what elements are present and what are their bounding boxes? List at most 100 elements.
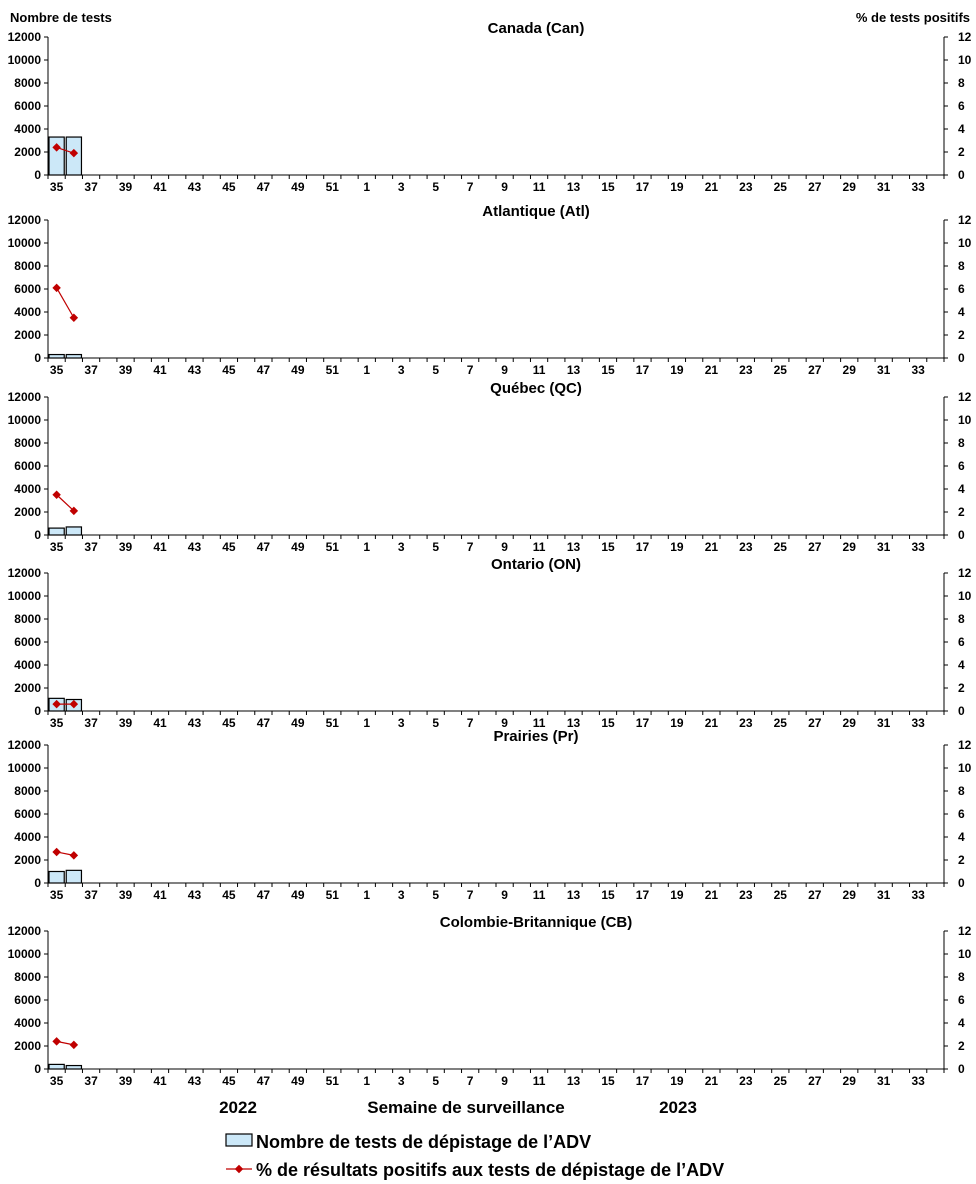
x-tick-label: 15 — [601, 180, 615, 194]
y-left-tick-label: 2000 — [14, 145, 41, 159]
y-left-tick-label: 12000 — [8, 30, 42, 44]
x-tick-label: 33 — [911, 180, 925, 194]
x-tick-label: 3 — [398, 716, 405, 730]
x-tick-label: 31 — [877, 1074, 891, 1088]
pct-positive-point — [52, 143, 61, 152]
y-right-tick-label: 4 — [958, 305, 965, 319]
x-tick-label: 23 — [739, 716, 753, 730]
y-left-tick-label: 6000 — [14, 282, 41, 296]
y-right-tick-label: 12 — [958, 390, 972, 404]
y-left-tick-label: 4000 — [14, 1016, 41, 1030]
y-right-tick-label: 10 — [958, 947, 972, 961]
pct-positive-point — [69, 506, 79, 516]
x-tick-label: 39 — [119, 363, 133, 377]
y-left-tick-label: 10000 — [8, 236, 42, 250]
y-right-tick-label: 8 — [958, 259, 965, 273]
x-tick-label: 11 — [533, 540, 546, 554]
x-tick-label: 45 — [222, 540, 236, 554]
x-tick-label: 29 — [843, 363, 857, 377]
x-tick-label: 37 — [84, 1074, 98, 1088]
x-tick-label: 3 — [398, 363, 405, 377]
panel-title: Québec (QC) — [490, 380, 582, 397]
x-tick-label: 31 — [877, 540, 891, 554]
x-tick-label: 25 — [774, 180, 788, 194]
y-left-tick-label: 4000 — [14, 830, 41, 844]
x-tick-label: 23 — [739, 180, 753, 194]
x-tick-label: 43 — [188, 180, 202, 194]
x-tick-label: 31 — [877, 180, 891, 194]
y-left-tick-label: 4000 — [14, 658, 41, 672]
x-tick-label: 47 — [257, 1074, 271, 1088]
x-tick-label: 3 — [398, 540, 405, 554]
x-tick-label: 7 — [467, 540, 474, 554]
x-tick-label: 19 — [670, 1074, 684, 1088]
y-left-tick-label: 6000 — [14, 993, 41, 1007]
x-tick-label: 51 — [326, 1074, 340, 1088]
x-tick-label: 9 — [501, 716, 508, 730]
x-tick-label: 41 — [153, 1074, 167, 1088]
y-left-tick-label: 10000 — [8, 761, 42, 775]
x-tick-label: 15 — [601, 540, 615, 554]
y-left-tick-label: 0 — [34, 876, 41, 890]
x-tick-label: 25 — [774, 363, 788, 377]
x-tick-label: 19 — [670, 716, 684, 730]
y-right-tick-label: 2 — [958, 505, 965, 519]
y-right-tick-label: 0 — [958, 704, 965, 718]
y-right-tick-label: 10 — [958, 236, 972, 250]
x-tick-label: 35 — [50, 888, 64, 902]
x-tick-label: 27 — [808, 716, 822, 730]
x-tick-label: 27 — [808, 540, 822, 554]
y-left-tick-label: 0 — [34, 351, 41, 365]
x-tick-label: 49 — [291, 888, 305, 902]
pct-positive-point — [52, 847, 61, 857]
x-tick-label: 23 — [739, 363, 753, 377]
y-right-tick-label: 12 — [958, 738, 972, 752]
x-tick-label: 11 — [533, 716, 546, 730]
y-right-tick-label: 0 — [958, 876, 965, 890]
x-tick-label: 1 — [363, 1074, 370, 1088]
y-right-tick-label: 0 — [958, 528, 965, 542]
x-tick-label: 5 — [432, 363, 439, 377]
y-left-tick-label: 10000 — [8, 589, 42, 603]
x-tick-label: 33 — [911, 1074, 925, 1088]
pct-positive-point — [52, 490, 61, 499]
x-tick-label: 47 — [257, 716, 271, 730]
panel-title: Atlantique (Atl) — [482, 203, 589, 220]
x-tick-label: 37 — [84, 716, 98, 730]
y-right-tick-label: 8 — [958, 612, 965, 626]
y-left-axis-title: Nombre de tests — [10, 10, 112, 25]
y-left-tick-label: 0 — [34, 528, 41, 542]
y-right-tick-label: 10 — [958, 53, 972, 67]
x-tick-label: 9 — [501, 180, 508, 194]
tests-bar — [48, 527, 65, 536]
x-tick-label: 1 — [363, 540, 370, 554]
x-tick-label: 7 — [467, 888, 474, 902]
y-right-tick-label: 10 — [958, 589, 972, 603]
y-right-tick-label: 2 — [958, 145, 965, 159]
x-tick-label: 41 — [153, 180, 167, 194]
x-tick-label: 51 — [326, 363, 340, 377]
x-tick-label: 29 — [843, 540, 857, 554]
y-left-tick-label: 10000 — [8, 413, 42, 427]
y-left-tick-label: 6000 — [14, 459, 41, 473]
x-tick-label: 31 — [877, 363, 891, 377]
tests-bar — [65, 353, 83, 359]
legend-bar-label: Nombre de tests de dépistage de l’ADV — [256, 1132, 591, 1152]
x-tick-label: 37 — [84, 180, 98, 194]
x-tick-label: 13 — [567, 1074, 581, 1088]
x-tick-label: 25 — [774, 1074, 788, 1088]
x-tick-label: 35 — [50, 716, 64, 730]
pct-positive-point — [52, 1037, 61, 1046]
y-right-tick-label: 8 — [958, 784, 965, 798]
pct-positive-point — [52, 283, 61, 293]
pct-positive-line — [56, 494, 75, 512]
y-left-tick-label: 12000 — [8, 924, 42, 938]
x-tick-label: 3 — [398, 180, 405, 194]
pct-positive-line — [56, 287, 75, 319]
x-tick-label: 13 — [567, 540, 581, 554]
y-left-tick-label: 12000 — [8, 566, 42, 580]
x-tick-label: 15 — [601, 888, 615, 902]
x-tick-label: 49 — [291, 363, 305, 377]
x-tick-label: 35 — [50, 363, 64, 377]
x-tick-label: 29 — [843, 1074, 857, 1088]
